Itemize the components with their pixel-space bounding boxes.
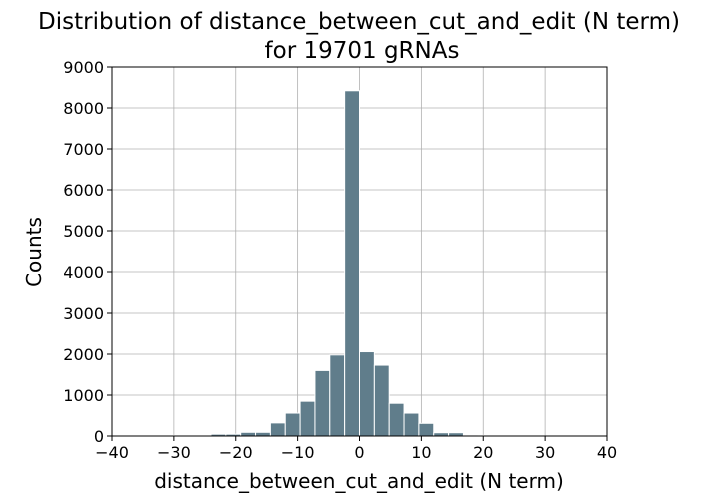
y-tick-label: 9000 [63, 58, 104, 77]
y-tick-label: 4000 [63, 263, 104, 282]
x-tick-label: −40 [95, 443, 129, 462]
y-tick-label: 2000 [63, 345, 104, 364]
x-tick-label: 10 [411, 443, 431, 462]
x-tick-label: 40 [597, 443, 617, 462]
y-tick-label: 6000 [63, 181, 104, 200]
y-axis-label: Counts [22, 217, 46, 287]
histogram-bar [299, 400, 316, 437]
x-tick-label: −10 [281, 443, 315, 462]
histogram-bar [284, 412, 301, 437]
chart-title-line2: for 19701 gRNAs [265, 38, 460, 64]
histogram-bars [165, 90, 583, 437]
y-tick-label: 5000 [63, 222, 104, 241]
chart-title-line1: Distribution of distance_between_cut_and… [38, 9, 680, 35]
histogram-bar [418, 422, 435, 437]
x-tick-label: −30 [157, 443, 191, 462]
histogram-bar [373, 364, 390, 437]
histogram-bar [359, 351, 375, 437]
histogram-bar [255, 431, 271, 437]
x-tick-label: 20 [473, 443, 493, 462]
x-axis-ticks: −40 −30 −20 −10 0 10 20 30 40 [95, 436, 617, 462]
y-tick-label: 8000 [63, 99, 104, 118]
y-tick-label: 3000 [63, 304, 104, 323]
histogram-bar [388, 402, 405, 437]
y-tick-label: 0 [94, 427, 104, 446]
histogram-bar [240, 431, 257, 437]
x-tick-label: 0 [354, 443, 364, 462]
y-tick-label: 7000 [63, 140, 104, 159]
x-tick-label: 30 [535, 443, 555, 462]
x-axis-label: distance_between_cut_and_edit (N term) [154, 469, 564, 493]
y-axis-ticks: 0 1000 2000 3000 4000 5000 6000 7000 8000 9000 [63, 58, 112, 446]
y-tick-label: 1000 [63, 386, 104, 405]
histogram-bar [403, 412, 420, 437]
histogram-bar [344, 90, 360, 437]
histogram-bar [269, 422, 286, 437]
x-tick-label: −20 [219, 443, 253, 462]
histogram-bar [314, 369, 331, 437]
histogram-bar [329, 354, 346, 437]
